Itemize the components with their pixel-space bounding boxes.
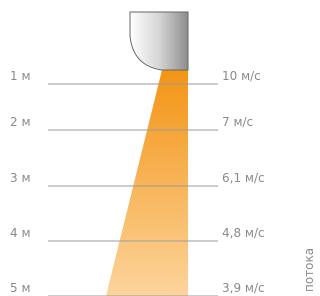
axis-label: потока [302, 248, 316, 292]
speed-label: 3,9 м/с [222, 281, 265, 295]
air-flow [106, 70, 188, 296]
distance-label: 1 м [10, 69, 31, 83]
speed-label: 6,1 м/с [222, 171, 265, 185]
distance-label: 3 м [10, 171, 31, 185]
speed-label: 7 м/с [222, 115, 253, 129]
distance-label: 4 м [10, 226, 31, 240]
diagram: потока 1 м 10 м/с 2 м 7 м/с 3 м 6,1 м/с 4 м 4,8… [0, 0, 316, 296]
speed-label: 4,8 м/с [222, 226, 265, 240]
speed-label: 10 м/с [222, 69, 261, 83]
distance-label: 5 м [10, 281, 31, 295]
distance-label: 2 м [10, 115, 31, 129]
unit [130, 12, 188, 70]
